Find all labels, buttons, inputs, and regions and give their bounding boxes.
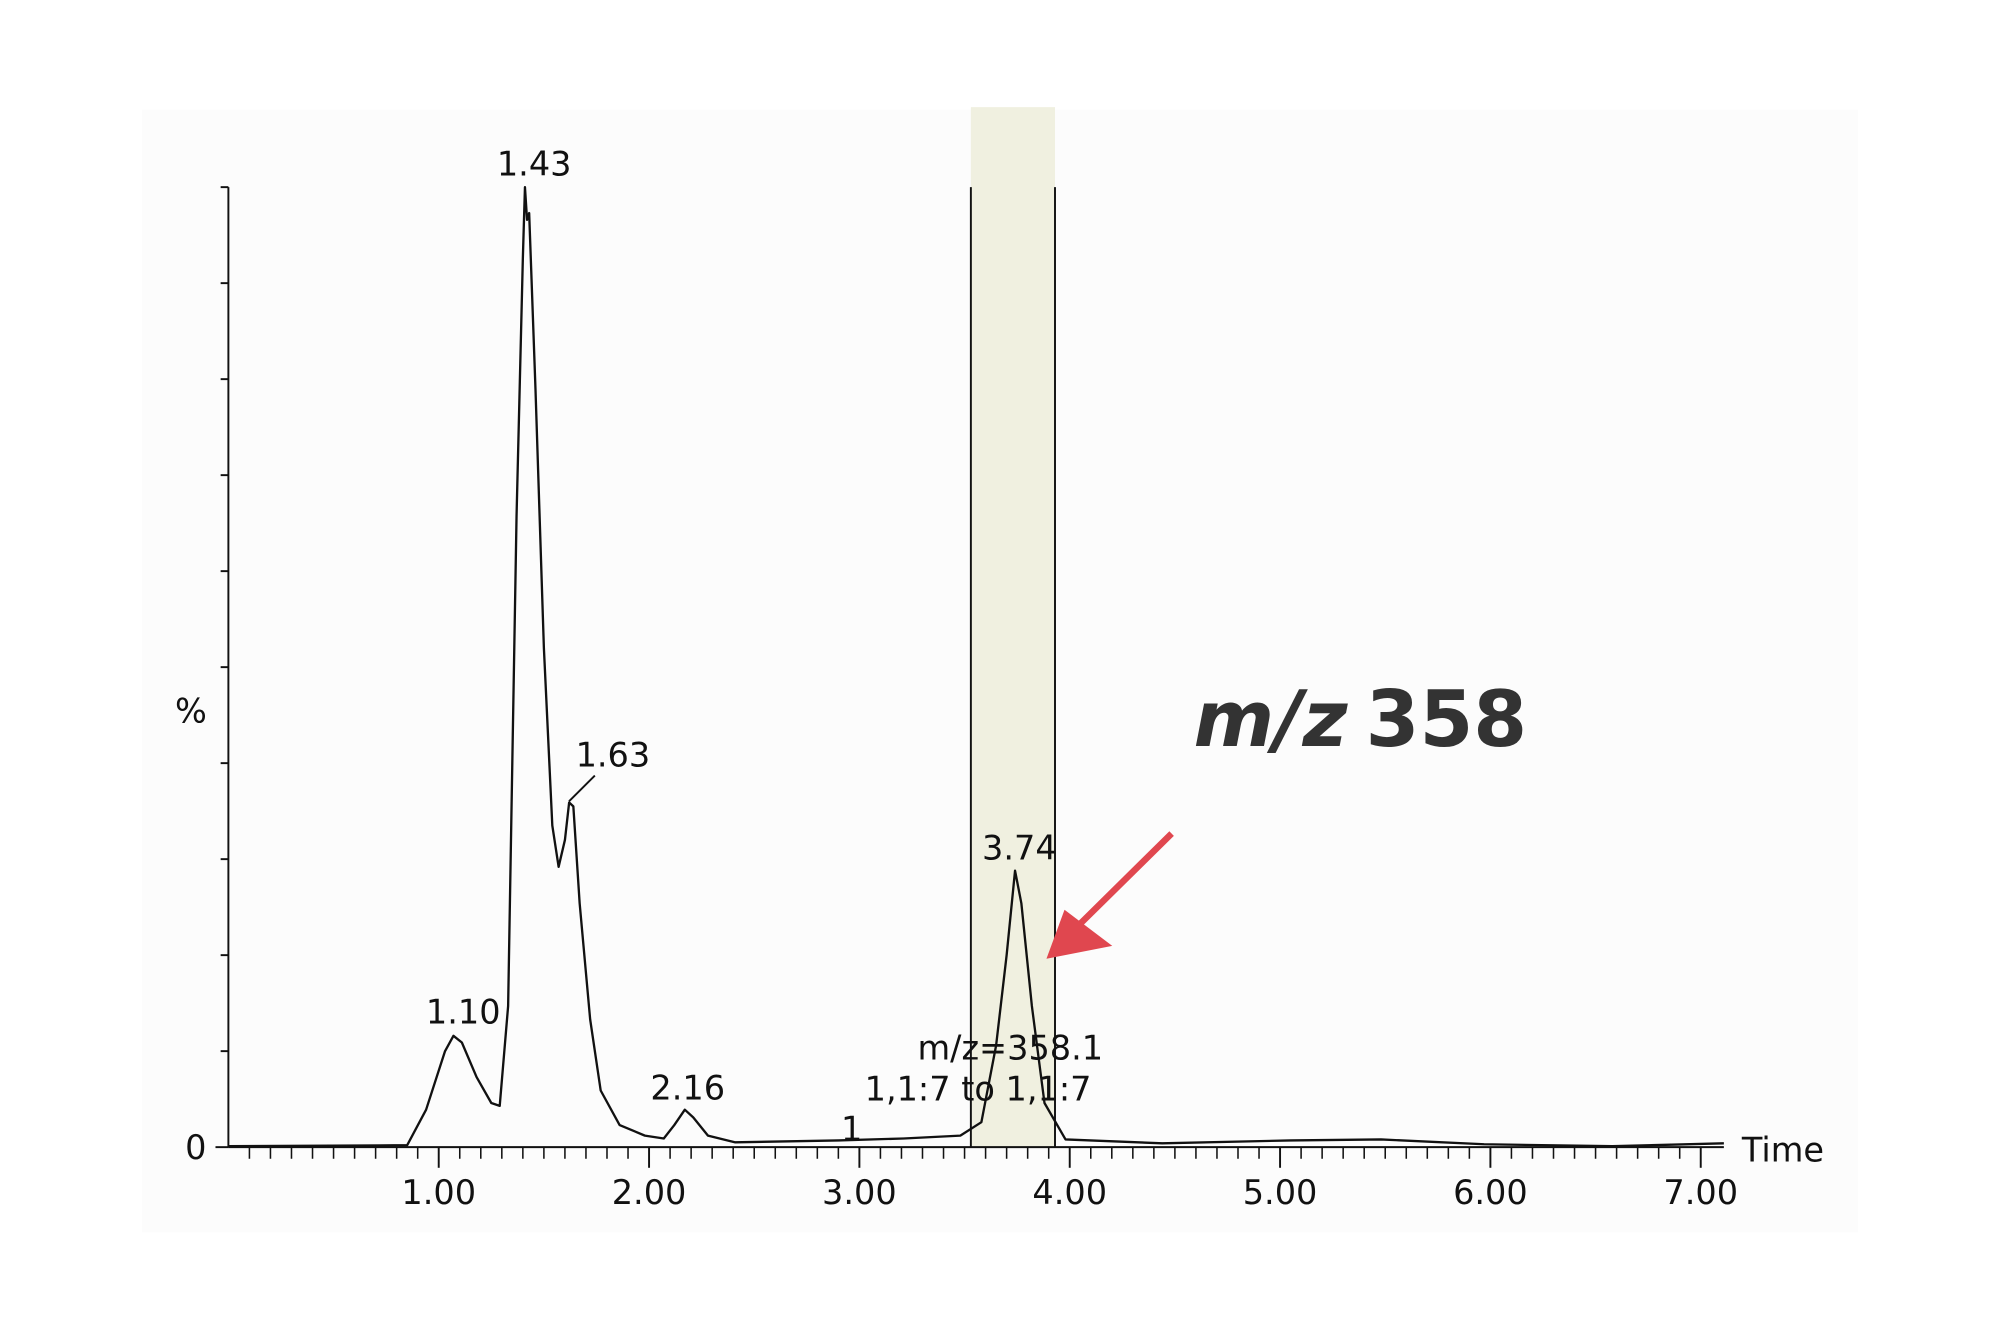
arrow-shaft <box>1075 831 1174 929</box>
annotation: m/z=358.1 <box>917 1028 1103 1067</box>
highlight-band <box>970 107 1056 1148</box>
annotation: 1 <box>841 1110 862 1149</box>
x-tick-label: 3.00 <box>822 1173 897 1212</box>
x-tick-label: 4.00 <box>1032 1173 1107 1212</box>
x-tick-label: 2.00 <box>612 1173 687 1212</box>
x-axis-label: Time <box>1741 1130 1824 1169</box>
peak-label: 1.43 <box>497 145 572 184</box>
peak-label: 2.16 <box>650 1068 725 1107</box>
trace-line <box>228 185 1724 1148</box>
callout-bold: 358 <box>1366 675 1528 765</box>
leader-line <box>568 774 596 803</box>
x-tick-label: 6.00 <box>1453 1173 1528 1212</box>
y-axis-label: % <box>175 692 207 731</box>
peak-label: 1.63 <box>576 736 651 775</box>
arrow-head <box>1046 909 1113 959</box>
peak-label: 3.74 <box>982 828 1057 867</box>
peak-label: 1.10 <box>426 992 501 1031</box>
under-layer <box>969 107 1056 1148</box>
callout-italic: m/z <box>1194 675 1349 765</box>
y-tick-label: 0 <box>185 1128 206 1167</box>
x-tick-label: 7.00 <box>1663 1173 1738 1212</box>
annotation: 1,1:7 to 1,1:7 <box>865 1070 1092 1109</box>
x-tick-label: 5.00 <box>1243 1173 1318 1212</box>
x-tick-label: 1.00 <box>401 1173 476 1212</box>
callout: m/z 358 <box>1194 675 1528 765</box>
